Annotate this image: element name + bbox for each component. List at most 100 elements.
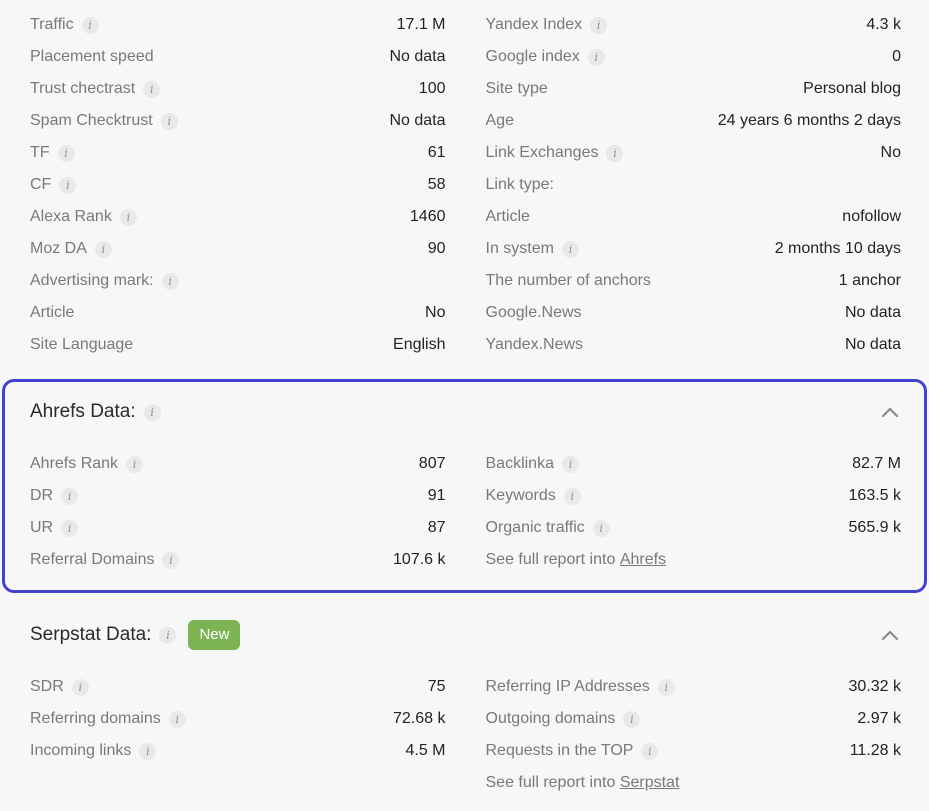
- metric-value: 72.68 k: [393, 710, 446, 727]
- metric-value: 11.28 k: [849, 742, 901, 759]
- metric-row-site-type: Site type Personal blog: [486, 73, 902, 105]
- metric-row-google-index: Google index i 0: [486, 41, 901, 73]
- metric-value: No data: [389, 48, 446, 65]
- info-icon[interactable]: i: [606, 144, 624, 162]
- info-icon[interactable]: i: [590, 16, 608, 34]
- info-icon[interactable]: i: [160, 112, 178, 130]
- metric-row-ahrefs-rank: Ahrefs Rank i 807: [30, 448, 446, 480]
- metric-label: CF i: [30, 176, 77, 194]
- metric-row-google-news: Google.News No data: [486, 297, 902, 329]
- metric-row-in-system: In system i 2 months 10 days: [486, 233, 901, 265]
- metric-label: Google index i: [486, 48, 605, 66]
- metric-value: nofollow: [842, 208, 901, 225]
- metric-value: 107.6 k: [393, 551, 446, 568]
- info-icon[interactable]: i: [592, 519, 610, 537]
- metric-value: 2 months 10 days: [774, 240, 901, 257]
- metric-value: 75: [427, 678, 446, 695]
- metric-label: Site Language: [30, 336, 134, 353]
- ahrefs-collapse-button[interactable]: [879, 405, 901, 420]
- metric-row-trust: Trust chectrast i 100: [30, 73, 446, 105]
- metric-row-yandex-news: Yandex.News No data: [486, 329, 902, 361]
- info-icon[interactable]: i: [587, 48, 605, 66]
- metric-label: Moz DA i: [30, 240, 112, 258]
- info-icon[interactable]: i: [61, 519, 79, 537]
- serpstat-report-link[interactable]: Serpstat: [619, 774, 680, 791]
- ahrefs-report-link[interactable]: Ahrefs: [619, 551, 667, 568]
- metric-row-anchors: The number of anchors 1 anchor: [486, 265, 902, 297]
- metric-label: Incoming links i: [30, 742, 157, 760]
- metric-row-traffic: Traffic i 17.1 M: [30, 9, 446, 41]
- info-icon[interactable]: i: [159, 626, 177, 644]
- metrics-right-column: Yandex Index i 4.3 k Google index i 0 Site…: [486, 9, 902, 361]
- metric-label: Ahrefs Rank i: [30, 455, 144, 473]
- info-icon[interactable]: i: [561, 455, 579, 473]
- metric-value: 807: [418, 455, 446, 472]
- metric-label: In system i: [486, 240, 579, 258]
- chevron-up-icon: [881, 407, 899, 418]
- info-icon[interactable]: i: [561, 240, 579, 258]
- metric-row-outgoing-domains: Outgoing domains i 2.97 k: [486, 703, 901, 735]
- metric-label: Yandex Index i: [486, 16, 608, 34]
- metric-row-referral-domains: Referral Domains i 107.6 k: [30, 544, 446, 576]
- metric-value: 1460: [409, 208, 446, 225]
- info-icon[interactable]: i: [81, 16, 99, 34]
- metric-value: 24 years 6 months 2 days: [717, 112, 901, 129]
- info-icon[interactable]: i: [161, 272, 179, 290]
- new-badge: New: [188, 620, 241, 650]
- metric-value: 4.3 k: [866, 16, 901, 33]
- info-icon[interactable]: i: [94, 240, 112, 258]
- info-icon[interactable]: i: [126, 455, 144, 473]
- metric-label: Article: [30, 304, 75, 321]
- info-icon[interactable]: i: [61, 487, 79, 505]
- metric-label: Yandex.News: [485, 336, 584, 353]
- metric-row-link-type: Link type:: [486, 169, 902, 201]
- metric-row-organic-traffic: Organic traffic i 565.9 k: [486, 512, 901, 544]
- ahrefs-right-column: Backlinka i 82.7 M Keywords i 163.5 k Orga…: [486, 448, 902, 576]
- ahrefs-left-column: Ahrefs Rank i 807 DR i 91 UR i 87 Referral …: [30, 448, 446, 576]
- metric-label: Link Exchanges i: [486, 144, 624, 162]
- info-icon[interactable]: i: [71, 678, 89, 696]
- metric-value: No: [880, 144, 901, 161]
- metric-row-referring-domains: Referring domains i 72.68 k: [30, 703, 446, 735]
- metric-label: Traffic i: [30, 16, 99, 34]
- metric-label: Google.News: [485, 304, 582, 321]
- info-icon[interactable]: i: [162, 551, 180, 569]
- metric-value: 565.9 k: [848, 519, 901, 536]
- chevron-up-icon: [881, 630, 899, 641]
- serpstat-left-column: SDR i 75 Referring domains i 72.68 k Incom…: [30, 671, 446, 799]
- serpstat-right-column: Referring IP Addresses i 30.32 k Outgoing…: [486, 671, 902, 799]
- metric-row-tf: TF i 61: [30, 137, 446, 169]
- metric-row-alexa: Alexa Rank i 1460: [30, 201, 446, 233]
- info-icon[interactable]: i: [139, 742, 157, 760]
- info-icon[interactable]: i: [563, 487, 581, 505]
- info-icon[interactable]: i: [59, 176, 77, 194]
- metric-value: 82.7 M: [852, 455, 901, 472]
- metric-value: 90: [427, 240, 446, 257]
- info-icon[interactable]: i: [641, 742, 659, 760]
- info-icon[interactable]: i: [657, 678, 675, 696]
- metric-label: Referring IP Addresses i: [486, 678, 675, 696]
- metric-row-referring-ips: Referring IP Addresses i 30.32 k: [486, 671, 901, 703]
- info-icon[interactable]: i: [623, 710, 641, 728]
- metric-value: 2.97 k: [857, 710, 901, 727]
- ahrefs-report-row: See full report into Ahrefs: [486, 544, 902, 576]
- metric-row-spam: Spam Checktrust i No data: [30, 105, 446, 137]
- metric-label: Referral Domains i: [30, 551, 180, 569]
- info-icon[interactable]: i: [119, 208, 137, 226]
- metric-value: 30.32 k: [848, 678, 901, 695]
- metric-value: 100: [418, 80, 446, 97]
- info-icon[interactable]: i: [143, 80, 161, 98]
- metric-value: English: [393, 336, 446, 353]
- metric-label: Requests in the TOP i: [486, 742, 659, 760]
- metric-label: Age: [485, 112, 514, 129]
- metric-label: Organic traffic i: [486, 519, 610, 537]
- metric-row-placement-speed: Placement speed No data: [30, 41, 446, 73]
- info-icon[interactable]: i: [168, 710, 186, 728]
- metric-label: Outgoing domains i: [486, 710, 641, 728]
- serpstat-data-section: Serpstat Data: i New SDR i 75 Referring d…: [0, 619, 929, 799]
- ahrefs-section-title: Ahrefs Data:: [30, 401, 136, 422]
- info-icon[interactable]: i: [57, 144, 75, 162]
- info-icon[interactable]: i: [143, 403, 161, 421]
- metric-label: TF i: [30, 144, 75, 162]
- serpstat-collapse-button[interactable]: [879, 628, 901, 643]
